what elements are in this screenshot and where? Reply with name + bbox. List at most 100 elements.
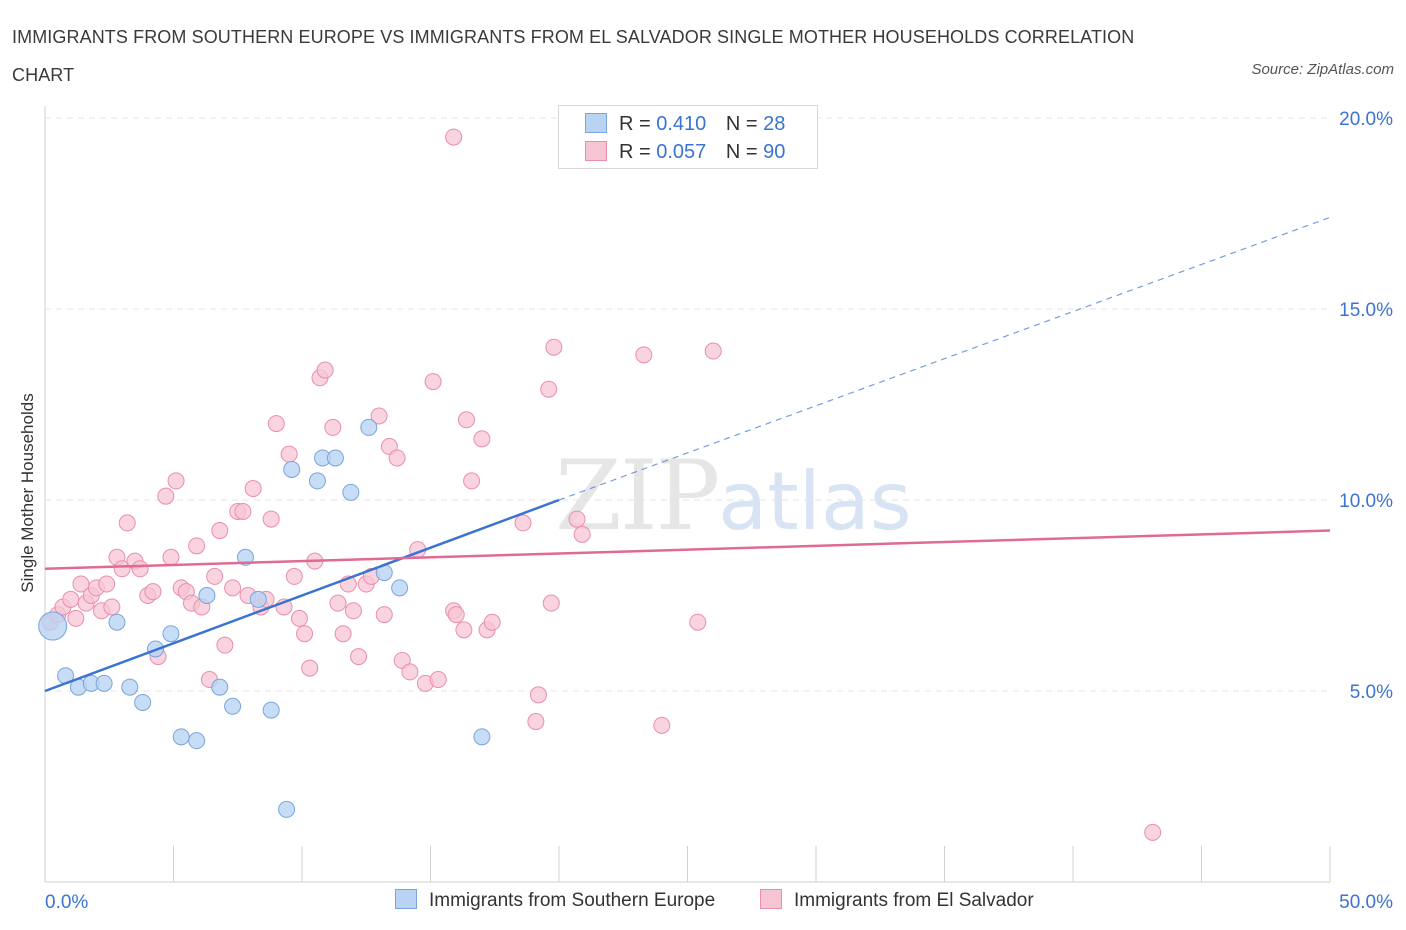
legend-label: Immigrants from El Salvador: [794, 890, 1034, 911]
point-el-salvador: [375, 606, 393, 624]
stats-legend: R = 0.410 N = 28 R = 0.057 N = 90: [558, 105, 818, 169]
point-el-salvador: [388, 449, 406, 467]
point-el-salvador: [334, 625, 352, 643]
point-el-salvador: [144, 583, 162, 601]
r-value: 0.410: [656, 113, 707, 135]
point-el-salvador: [463, 472, 481, 490]
point-el-salvador: [280, 445, 298, 463]
point-el-salvador: [113, 560, 131, 578]
point-southern-europe: [326, 449, 344, 467]
point-el-salvador: [1144, 823, 1162, 841]
y-tick-label: 15.0%: [1339, 300, 1393, 321]
point-el-salvador: [455, 621, 473, 639]
point-southern-europe: [95, 674, 113, 692]
point-southern-europe: [172, 728, 190, 746]
point-el-salvador: [262, 510, 280, 528]
point-el-salvador: [329, 594, 347, 612]
y-tick-label: 5.0%: [1350, 682, 1393, 703]
n-value: 90: [763, 141, 786, 163]
trendline-southern-europe: [44, 498, 560, 693]
point-el-salvador: [188, 537, 206, 555]
point-southern-europe: [224, 697, 242, 715]
point-el-salvador: [98, 575, 116, 593]
watermark-atlas: atlas: [718, 455, 912, 548]
point-el-salvador: [540, 380, 558, 398]
stats-legend-row-el-salvador: R = 0.057 N = 90: [585, 141, 785, 165]
point-southern-europe: [308, 472, 326, 490]
point-el-salvador: [545, 338, 563, 356]
point-southern-europe: [262, 701, 280, 719]
legend-item-el-salvador: Immigrants from El Salvador: [760, 889, 1034, 912]
y-tick-label: 20.0%: [1339, 109, 1393, 130]
point-el-salvador: [290, 609, 308, 627]
chart-title: IMMIGRANTS FROM SOUTHERN EUROPE VS IMMIG…: [12, 27, 1135, 85]
point-el-salvador: [573, 525, 591, 543]
point-el-salvador: [527, 713, 545, 731]
point-southern-europe: [198, 587, 216, 604]
point-el-salvador: [457, 411, 475, 429]
point-el-salvador: [542, 594, 560, 612]
point-el-salvador: [689, 613, 707, 631]
point-el-salvador: [167, 472, 185, 490]
point-el-salvador: [529, 686, 547, 704]
pink-swatch-icon: [585, 141, 607, 161]
stats-legend-row-southern-europe: R = 0.410 N = 28: [585, 113, 785, 137]
point-southern-europe: [188, 732, 206, 750]
source-label: Source: ZipAtlas.com: [1251, 61, 1394, 78]
point-southern-europe: [121, 678, 139, 696]
blue-swatch-icon: [395, 889, 417, 909]
point-southern-europe: [283, 460, 301, 478]
point-el-salvador: [301, 659, 319, 677]
point-el-salvador: [401, 663, 419, 681]
r-label: R =: [619, 113, 651, 135]
r-value: 0.057: [656, 141, 707, 163]
point-el-salvador: [350, 648, 368, 666]
r-label: R =: [619, 141, 651, 163]
n-value: 28: [763, 113, 786, 135]
point-el-salvador: [483, 613, 501, 631]
point-southern-europe: [108, 613, 126, 631]
point-southern-europe: [162, 625, 180, 643]
point-southern-europe: [473, 728, 491, 746]
point-southern-europe: [391, 579, 409, 597]
point-el-salvador: [447, 606, 465, 624]
point-el-salvador: [704, 342, 722, 360]
watermark: ZIPatlas: [555, 440, 912, 552]
point-el-salvador: [211, 522, 229, 540]
legend-label: Immigrants from Southern Europe: [429, 890, 716, 911]
point-southern-europe: [134, 693, 152, 711]
point-el-salvador: [424, 373, 442, 391]
point-el-salvador: [296, 625, 314, 643]
point-el-salvador: [162, 548, 180, 566]
n-label: N =: [725, 113, 758, 135]
point-el-salvador: [285, 567, 303, 585]
point-el-salvador: [635, 346, 653, 364]
point-el-salvador: [234, 502, 252, 520]
point-el-salvador: [429, 671, 447, 689]
point-el-salvador: [224, 579, 242, 597]
point-southern-europe: [278, 800, 296, 818]
point-el-salvador: [473, 430, 491, 448]
point-southern-europe: [236, 548, 254, 566]
point-el-salvador: [653, 716, 671, 734]
blue-swatch-icon: [585, 113, 607, 133]
point-el-salvador: [344, 602, 362, 620]
point-southern-europe: [360, 418, 378, 436]
point-el-salvador: [103, 598, 121, 616]
point-el-salvador: [206, 567, 224, 585]
point-southern-europe: [342, 483, 360, 501]
y-tick-label: 10.0%: [1339, 491, 1393, 512]
trendline-southern-europe-extension: [558, 216, 1331, 501]
point-el-salvador: [67, 609, 85, 627]
point-el-salvador: [118, 514, 136, 532]
point-el-salvador: [514, 514, 532, 532]
trendline-el-salvador: [44, 529, 1331, 571]
point-el-salvador: [216, 636, 234, 654]
y-axis-label: Single Mother Households: [18, 393, 37, 593]
x-tick-label: 50.0%: [1339, 892, 1393, 913]
legend-item-southern-europe: Immigrants from Southern Europe: [395, 889, 715, 912]
point-el-salvador: [267, 415, 285, 433]
point-southern-europe: [211, 678, 229, 696]
point-el-salvador: [316, 361, 334, 379]
